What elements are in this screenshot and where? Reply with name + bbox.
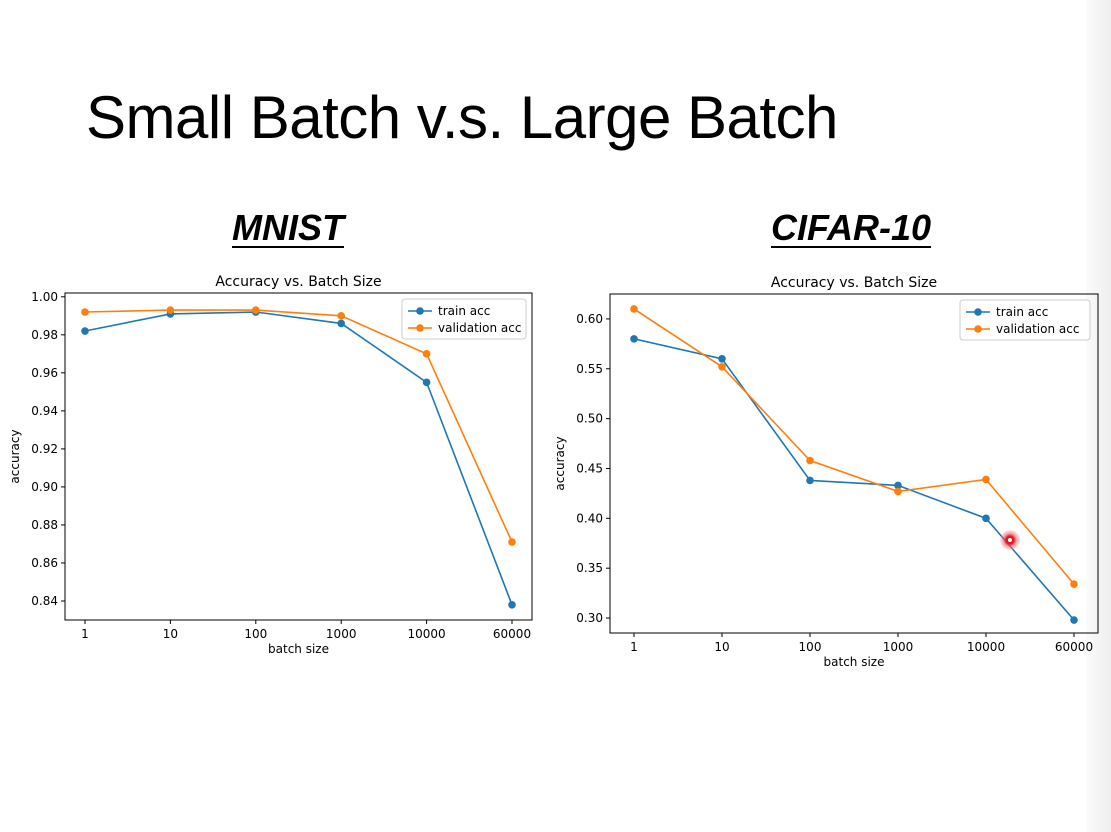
data-point-validation (982, 475, 990, 484)
x-axis-label: batch size (268, 642, 329, 656)
x-tick-label: 1000 (883, 640, 914, 654)
pointer-highlight (1000, 530, 1020, 550)
series-line-validation (84, 309, 513, 543)
legend-box (959, 299, 1091, 341)
x-tick-label: 10 (714, 640, 729, 654)
y-tick-label: 0.60 (576, 312, 603, 326)
legend: train acc validation acc (401, 298, 527, 340)
data-point-validation (894, 487, 902, 496)
cifar10-accuracy-chart: Accuracy vs. Batch Size 0.30 0.35 0.40 0.45 0… (553, 275, 1099, 669)
data-point-train (422, 378, 431, 387)
data-point-train (806, 476, 814, 485)
chart-title: Accuracy vs. Batch Size (215, 274, 381, 290)
data-point-train (982, 514, 990, 523)
y-tick-label: 0.30 (576, 611, 603, 625)
plot-frame (64, 292, 533, 621)
plot-frame (609, 293, 1099, 634)
data-point-validation (630, 305, 638, 313)
series-line-train (633, 338, 1075, 621)
x-tick-label: 1000 (326, 627, 357, 641)
data-point-validation (422, 350, 431, 358)
data-point-train (718, 355, 726, 363)
series-line-validation (633, 308, 1075, 585)
data-point-train (508, 600, 516, 609)
data-point-train (337, 319, 346, 328)
x-tick-label: 1 (630, 640, 638, 654)
y-tick-label: 0.55 (576, 362, 603, 376)
y-tick-label: 0.45 (576, 461, 603, 475)
data-point-train (630, 335, 638, 343)
data-point-train (81, 327, 89, 335)
legend-marker (416, 324, 424, 332)
y-tick-label: 0.96 (31, 366, 58, 380)
legend: train acc validation acc (959, 299, 1091, 341)
chart-title: Accuracy vs. Batch Size (771, 275, 937, 291)
y-axis-label: accuracy (553, 436, 567, 490)
y-tick-label: 0.92 (31, 442, 58, 456)
y-tick-label: 0.35 (576, 561, 603, 575)
y-tick-label: 0.90 (31, 480, 58, 494)
y-tick-label: 0.98 (31, 328, 58, 342)
slide-title: Small Batch v.s. Large Batch (86, 84, 838, 151)
data-point-validation (1070, 580, 1078, 588)
data-point-validation (508, 538, 516, 546)
data-point-validation (337, 312, 346, 320)
legend-marker (416, 307, 424, 315)
y-axis-label: accuracy (8, 429, 22, 483)
legend-marker (974, 308, 982, 316)
x-tick-label: 100 (799, 640, 822, 654)
legend-label: validation acc (438, 321, 521, 335)
data-point-validation (718, 362, 726, 371)
y-tick-label: 0.94 (31, 404, 58, 418)
x-tick-label: 60000 (1055, 640, 1093, 654)
legend-marker (974, 325, 982, 333)
mnist-heading: MNIST (232, 207, 344, 248)
legend-label: validation acc (996, 322, 1079, 336)
data-point-validation (81, 308, 89, 316)
y-tick-label: 0.84 (31, 594, 58, 608)
cifar10-heading: CIFAR-10 (771, 207, 932, 248)
x-tick-label: 10000 (967, 640, 1005, 654)
data-point-train (894, 481, 902, 490)
data-point-validation (252, 306, 260, 314)
data-point-validation (806, 456, 814, 465)
x-axis-label: batch size (824, 655, 885, 669)
y-tick-label: 0.88 (31, 518, 58, 532)
x-tick-label: 10000 (408, 627, 446, 641)
legend-label: train acc (996, 305, 1048, 319)
data-point-train (1070, 616, 1078, 624)
x-tick-label: 100 (244, 627, 267, 641)
series-line-train (84, 311, 513, 606)
y-tick-label: 0.86 (31, 556, 58, 570)
x-tick-label: 1 (81, 627, 89, 641)
legend-label: train acc (438, 304, 490, 318)
mnist-accuracy-chart: Accuracy vs. Batch Size 0.84 0.86 0.88 0.90 0… (8, 274, 533, 656)
y-tick-label: 0.50 (576, 412, 603, 426)
legend-box (401, 298, 527, 340)
y-tick-label: 1.00 (31, 290, 58, 304)
y-tick-label: 0.40 (576, 511, 603, 525)
x-tick-label: 60000 (493, 627, 531, 641)
data-point-validation (166, 306, 175, 314)
x-tick-label: 10 (163, 627, 178, 641)
